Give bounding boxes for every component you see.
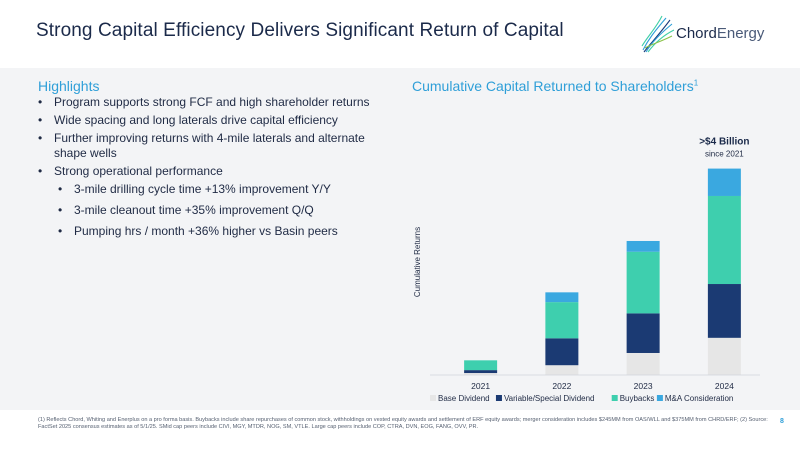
bar-2023-base-dividend (626, 352, 660, 375)
legend-entry: Base Dividend (438, 394, 490, 403)
bar-2022-m-a-consideration (545, 292, 579, 303)
annotation-total: >$4 Billion (699, 137, 749, 148)
highlight-item: Wide spacing and long laterals drive cap… (24, 113, 374, 128)
stacked-bar-chart: Cumulative Returns 2021 2022 2023 2024 >$4 Bi… (413, 137, 760, 403)
chord-energy-logo-icon (641, 15, 675, 53)
x-tick-label: 2022 (552, 381, 571, 391)
legend-entry: Buybacks (620, 394, 655, 403)
legend-entry: M&A Consideration (665, 394, 733, 403)
bar-2021-base-dividend (464, 373, 498, 375)
x-tick-label: 2024 (715, 381, 734, 391)
bar-2024-buybacks (707, 195, 741, 285)
logo-text: ChordEnergy (676, 25, 764, 42)
highlight-item: Strong operational performance (24, 164, 374, 179)
highlights-list: Program supports strong FCF and high sha… (24, 95, 374, 245)
legend-swatch (656, 395, 663, 401)
slide-title: Strong Capital Efficiency Delivers Signi… (36, 20, 564, 41)
legend-swatch (430, 395, 436, 401)
y-axis-label: Cumulative Returns (413, 227, 422, 297)
bar-2023-buybacks (626, 251, 660, 314)
annotation-subtitle: since 2021 (705, 150, 744, 159)
footnote: (1) Reflects Chord, Whiting and Enerplus… (38, 417, 768, 430)
bar-2022-base-dividend (545, 365, 579, 375)
bar-2023-m-a-consideration (626, 240, 660, 252)
highlight-subitem: Pumping hrs / month +36% higher vs Basin… (24, 224, 374, 239)
bar-2024-m-a-consideration (707, 168, 741, 196)
bar-2024-base-dividend (707, 337, 741, 375)
logo-text-energy: Energy (716, 25, 765, 42)
x-tick-label: 2023 (634, 381, 653, 391)
chart-title-footnote-ref: 1 (693, 78, 699, 88)
chart-title-text: Cumulative Capital Returned to Sharehold… (412, 78, 694, 94)
bar-2022-buybacks (545, 302, 579, 339)
bar-2024-variable-special-dividend (707, 284, 741, 338)
page-number: 8 (780, 418, 784, 425)
highlights-title: Highlights (38, 78, 100, 94)
highlight-subitem: 3-mile cleanout time +35% improvement Q/… (24, 203, 374, 218)
legend-swatch (495, 395, 502, 401)
highlight-item: Further improving returns with 4-mile la… (24, 131, 374, 161)
highlight-item: Program supports strong FCF and high sha… (24, 95, 374, 110)
chart-title: Cumulative Capital Returned to Sharehold… (412, 78, 698, 94)
bar-2021-buybacks (464, 360, 498, 371)
highlight-subitem: 3-mile drilling cycle time +13% improvem… (24, 182, 374, 197)
bar-2021-variable-special-dividend (464, 370, 498, 374)
bar-2023-variable-special-dividend (626, 313, 660, 353)
legend-swatch (611, 395, 618, 401)
bar-2022-variable-special-dividend (545, 338, 579, 366)
legend-entry: Variable/Special Dividend (504, 394, 595, 403)
x-tick-label: 2021 (471, 381, 490, 391)
logo-text-chord: Chord (676, 25, 717, 42)
